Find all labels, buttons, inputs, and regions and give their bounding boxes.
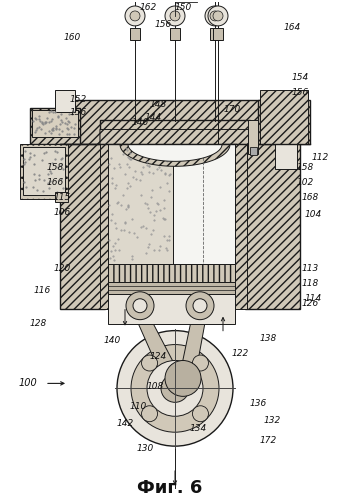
Circle shape xyxy=(133,299,147,313)
Text: 148: 148 xyxy=(149,100,167,109)
Bar xyxy=(260,90,308,144)
Text: 172: 172 xyxy=(259,436,277,445)
Text: 115: 115 xyxy=(53,193,71,202)
Bar xyxy=(213,28,223,40)
Circle shape xyxy=(192,406,208,422)
Text: 113: 113 xyxy=(301,264,319,273)
Polygon shape xyxy=(123,334,227,388)
Bar xyxy=(55,90,75,112)
Text: 118: 118 xyxy=(301,279,319,288)
Bar xyxy=(108,264,235,282)
Circle shape xyxy=(147,360,203,416)
Circle shape xyxy=(141,355,157,371)
Text: 166: 166 xyxy=(46,178,64,187)
Text: 104: 104 xyxy=(304,210,322,219)
Polygon shape xyxy=(177,312,207,388)
Text: 170: 170 xyxy=(223,105,241,114)
Circle shape xyxy=(130,11,140,21)
Polygon shape xyxy=(133,312,187,388)
Bar xyxy=(258,100,310,144)
Circle shape xyxy=(193,299,207,313)
Text: 116: 116 xyxy=(33,286,51,295)
Bar xyxy=(108,282,235,294)
Text: 112: 112 xyxy=(311,153,329,162)
Bar xyxy=(60,144,105,309)
Circle shape xyxy=(205,6,225,26)
Text: 156: 156 xyxy=(154,20,172,29)
Text: 114: 114 xyxy=(304,294,322,303)
Text: 110: 110 xyxy=(130,402,147,411)
Circle shape xyxy=(186,292,214,320)
Bar xyxy=(108,144,173,264)
Bar xyxy=(235,144,247,309)
Text: 168: 168 xyxy=(301,193,319,202)
Circle shape xyxy=(117,331,233,446)
Bar xyxy=(55,192,68,202)
Text: 130: 130 xyxy=(136,444,154,453)
Bar xyxy=(250,147,257,155)
Text: 106: 106 xyxy=(53,208,71,217)
Text: 146: 146 xyxy=(131,118,149,127)
Circle shape xyxy=(141,406,157,422)
Text: 154: 154 xyxy=(291,73,309,82)
Text: 138: 138 xyxy=(259,334,277,343)
Text: 152: 152 xyxy=(69,95,87,104)
Text: 134: 134 xyxy=(189,424,207,433)
Circle shape xyxy=(161,374,189,402)
Text: 142: 142 xyxy=(116,419,134,428)
Text: 158: 158 xyxy=(296,163,313,172)
Text: 162: 162 xyxy=(139,3,157,12)
Bar xyxy=(173,144,235,264)
Text: 164: 164 xyxy=(283,23,301,32)
Text: 128: 128 xyxy=(29,319,47,328)
Text: 124: 124 xyxy=(149,352,167,361)
Bar xyxy=(60,100,280,144)
Bar xyxy=(23,147,65,195)
Circle shape xyxy=(165,360,201,396)
Bar xyxy=(275,144,297,169)
Bar xyxy=(248,119,258,154)
Bar xyxy=(210,28,220,40)
Bar xyxy=(130,28,140,40)
Bar xyxy=(100,119,250,144)
Polygon shape xyxy=(100,129,250,166)
Text: 160: 160 xyxy=(63,33,81,42)
Circle shape xyxy=(125,6,145,26)
Circle shape xyxy=(210,11,220,21)
Text: 156: 156 xyxy=(69,108,87,117)
Bar xyxy=(170,28,180,40)
Bar xyxy=(108,294,235,324)
Text: 136: 136 xyxy=(249,399,267,408)
Text: 156: 156 xyxy=(291,88,309,97)
Circle shape xyxy=(170,11,180,21)
Circle shape xyxy=(192,355,208,371)
Text: 102: 102 xyxy=(296,178,313,187)
Circle shape xyxy=(213,11,223,21)
Bar xyxy=(20,144,68,199)
Bar xyxy=(100,144,108,309)
Circle shape xyxy=(208,6,228,26)
Text: 140: 140 xyxy=(103,336,121,345)
Text: 150: 150 xyxy=(174,3,192,12)
Bar xyxy=(108,144,235,309)
Bar xyxy=(245,144,300,309)
Circle shape xyxy=(126,292,154,320)
Text: 120: 120 xyxy=(53,264,71,273)
Bar xyxy=(32,110,78,137)
Text: Фиг. 6: Фиг. 6 xyxy=(137,479,203,497)
Bar xyxy=(30,108,80,144)
Circle shape xyxy=(131,345,219,432)
Text: 132: 132 xyxy=(264,416,280,425)
Text: 144: 144 xyxy=(144,113,162,122)
Text: 100: 100 xyxy=(19,378,37,388)
Circle shape xyxy=(165,6,185,26)
Text: 122: 122 xyxy=(232,349,249,358)
Text: 126: 126 xyxy=(301,299,319,308)
Text: 108: 108 xyxy=(147,382,164,391)
Text: 158: 158 xyxy=(46,163,64,172)
Polygon shape xyxy=(113,144,237,161)
